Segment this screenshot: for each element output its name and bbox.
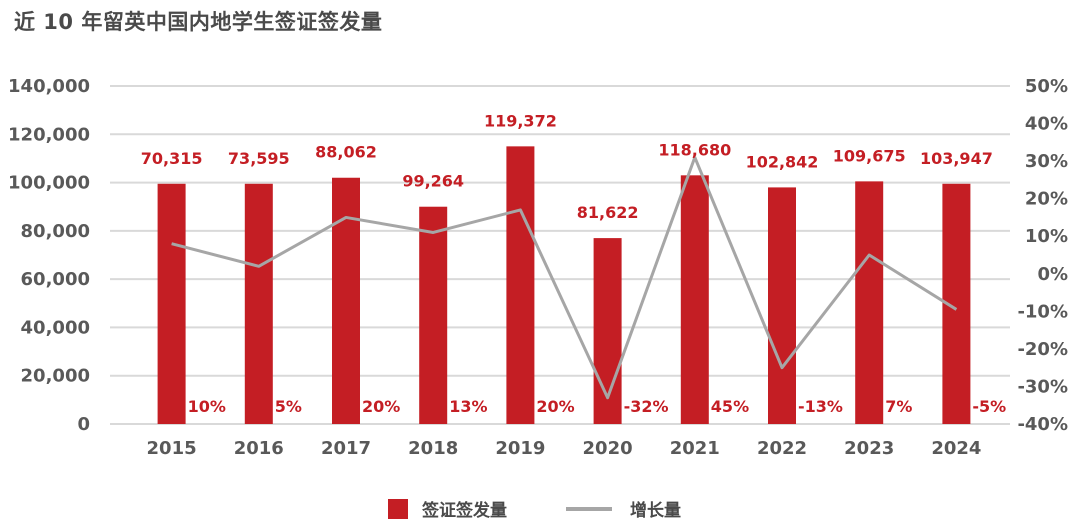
x-tick-label: 2016 <box>234 438 284 459</box>
right-tick-label: -40% <box>1017 414 1068 435</box>
x-tick-label: 2018 <box>408 438 458 459</box>
x-tick-label: 2017 <box>321 438 371 459</box>
legend-bar: 签证签发量 <box>388 496 507 521</box>
left-tick-label: 120,000 <box>8 124 90 145</box>
bar <box>332 177 360 424</box>
right-axis-ticks: -40% -30% -20% -10% 0% 10% 20% 30% 40% 50% <box>1017 76 1068 435</box>
bar <box>855 181 884 424</box>
legend-line-label: 增长量 <box>630 501 681 521</box>
right-tick-label: 20% <box>1025 189 1068 210</box>
growth-label: -13% <box>798 397 843 416</box>
right-tick-label: -10% <box>1017 301 1068 322</box>
bar <box>506 146 535 424</box>
bar-value-labels: 70,315 73,595 88,062 99,264 119,372 81,622 118… <box>141 111 993 222</box>
x-tick-label: 2019 <box>495 438 545 459</box>
chart-canvas: 0 20,000 40,000 60,000 80,000 100,000 120,000 1… <box>8 76 1068 459</box>
left-axis-ticks: 0 20,000 40,000 60,000 80,000 100,000 120,000 1… <box>8 76 90 435</box>
growth-labels: 10% 5% 20% 13% 20% -32% 45% -13% 7% -5% <box>188 397 1007 416</box>
x-axis-ticks: 2015 2016 2017 2018 2019 2020 2021 2022 2023 2024 <box>147 438 982 459</box>
bar-series <box>157 146 971 424</box>
growth-label: 45% <box>711 397 749 416</box>
legend-bar-swatch <box>388 498 408 519</box>
left-tick-label: 0 <box>77 414 90 435</box>
growth-label: 13% <box>449 397 487 416</box>
growth-label: 7% <box>885 397 912 416</box>
growth-label: -32% <box>624 397 669 416</box>
growth-label: 20% <box>362 397 400 416</box>
legend-line: 增长量 <box>566 496 681 521</box>
right-tick-label: 0% <box>1037 264 1068 285</box>
right-tick-label: -30% <box>1017 376 1068 397</box>
bar-value-label: 88,062 <box>315 143 377 162</box>
bar <box>244 183 273 424</box>
bar-value-label: 103,947 <box>920 149 993 168</box>
bar <box>593 238 622 424</box>
right-tick-label: -20% <box>1017 339 1068 360</box>
x-tick-label: 2022 <box>757 438 807 459</box>
line-series <box>171 155 958 400</box>
left-tick-label: 100,000 <box>8 173 90 194</box>
growth-label: -5% <box>972 397 1006 416</box>
bar-value-label: 118,680 <box>658 140 731 159</box>
bar-value-label: 102,842 <box>746 152 819 171</box>
bar <box>680 175 709 424</box>
right-tick-label: 10% <box>1025 226 1068 247</box>
legend-bar-label: 签证签发量 <box>422 501 507 521</box>
growth-line <box>171 155 958 400</box>
x-tick-label: 2024 <box>931 438 981 459</box>
x-tick-label: 2015 <box>147 438 197 459</box>
growth-label: 10% <box>188 397 226 416</box>
bar-value-label: 70,315 <box>141 149 203 168</box>
legend-line-swatch <box>566 506 612 511</box>
right-tick-label: 40% <box>1025 114 1068 135</box>
bar-value-label: 119,372 <box>484 111 557 130</box>
x-tick-label: 2023 <box>844 438 894 459</box>
growth-label: 20% <box>536 397 574 416</box>
bar <box>768 187 796 424</box>
left-tick-label: 140,000 <box>8 76 90 97</box>
bar-value-label: 99,264 <box>402 172 464 191</box>
left-tick-label: 60,000 <box>21 269 90 290</box>
left-tick-label: 80,000 <box>21 221 90 242</box>
bar-value-label: 81,622 <box>577 203 639 222</box>
bar <box>419 206 448 424</box>
x-tick-label: 2020 <box>583 438 633 459</box>
growth-label: 5% <box>275 397 302 416</box>
right-tick-label: 30% <box>1025 151 1068 172</box>
bar <box>157 183 186 424</box>
chart-title: 近 10 年留英中国内地学生签证签发量 <box>14 10 383 34</box>
x-tick-label: 2021 <box>670 438 720 459</box>
right-tick-label: 50% <box>1025 76 1068 97</box>
left-tick-label: 20,000 <box>21 366 90 387</box>
bar-value-label: 109,675 <box>833 146 906 165</box>
left-tick-label: 40,000 <box>21 317 90 338</box>
bar-value-label: 73,595 <box>228 149 290 168</box>
